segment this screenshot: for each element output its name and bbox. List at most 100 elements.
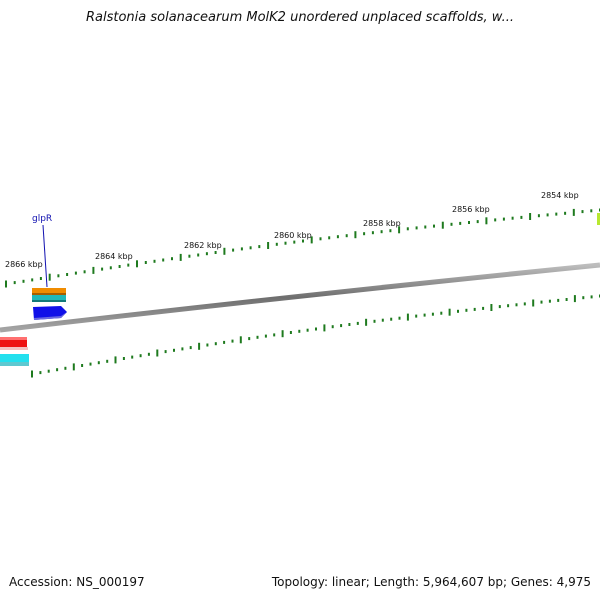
inner-major-tick	[490, 304, 493, 311]
inner-minor-tick	[56, 368, 59, 372]
inner-minor-tick	[264, 334, 267, 338]
outer-major-tick	[136, 260, 138, 268]
outer-major-tick	[179, 253, 182, 261]
outer-minor-tick	[240, 247, 243, 251]
inner-minor-tick	[306, 328, 309, 332]
outer-minor-tick	[66, 273, 69, 276]
gene-feature-red-highlight	[0, 337, 27, 340]
outer-minor-tick	[336, 235, 339, 239]
outer-minor-tick	[319, 237, 322, 241]
inner-minor-tick	[289, 331, 292, 334]
outer-major-tick	[441, 221, 444, 229]
outer-minor-tick	[537, 214, 540, 218]
outer-minor-tick	[275, 242, 278, 246]
outer-major-tick	[485, 217, 488, 225]
inner-minor-tick	[131, 355, 134, 359]
inner-major-tick	[31, 370, 33, 378]
outer-minor-tick	[363, 232, 366, 236]
gene-feature-teal[interactable]	[32, 295, 66, 302]
outer-minor-tick	[450, 222, 453, 226]
outer-major-tick	[267, 242, 270, 249]
gene-label-leader	[42, 224, 48, 288]
inner-minor-tick	[47, 369, 50, 373]
outer-minor-tick	[406, 227, 409, 231]
outer-minor-tick	[520, 215, 523, 219]
inner-tick-row	[31, 294, 600, 378]
outer-minor-tick	[197, 253, 200, 257]
inner-minor-tick	[298, 329, 301, 333]
inner-major-tick	[532, 299, 535, 307]
outer-minor-tick	[564, 211, 567, 215]
inner-major-tick	[72, 363, 75, 371]
inner-minor-tick	[173, 348, 175, 352]
inner-minor-tick	[498, 305, 501, 309]
gene-label-glpR[interactable]: glpR	[32, 214, 52, 224]
inner-minor-tick	[523, 302, 526, 306]
gene-feature-red-shade	[0, 347, 28, 350]
inner-major-tick	[156, 349, 159, 357]
outer-minor-tick	[249, 246, 252, 250]
inner-minor-tick	[147, 352, 150, 356]
tick-label-2854: 2854 kbp	[541, 191, 579, 200]
inner-minor-tick	[340, 324, 343, 328]
gene-feature-teal-shade	[32, 300, 66, 302]
outer-minor-tick	[581, 210, 584, 214]
inner-minor-tick	[81, 364, 84, 367]
gene-feature-lime[interactable]	[597, 213, 600, 225]
outer-minor-tick	[258, 245, 261, 249]
inner-minor-tick	[164, 350, 167, 354]
outer-minor-tick	[371, 231, 374, 235]
outer-minor-tick	[118, 265, 121, 268]
outer-minor-tick	[13, 281, 16, 285]
outer-minor-tick	[424, 225, 427, 229]
inner-minor-tick	[231, 339, 234, 343]
outer-minor-tick	[101, 267, 104, 271]
outer-minor-tick	[433, 224, 435, 228]
outer-minor-tick	[214, 251, 217, 254]
inner-minor-tick	[373, 319, 376, 323]
inner-minor-tick	[465, 308, 468, 312]
outer-major-tick	[223, 247, 226, 255]
outer-minor-tick	[555, 212, 558, 216]
gene-feature-red[interactable]	[0, 337, 27, 348]
gene-feature-orange[interactable]	[32, 288, 66, 295]
inner-minor-tick	[457, 309, 459, 313]
inner-minor-tick	[139, 354, 142, 358]
inner-minor-tick	[273, 333, 276, 337]
inner-minor-tick	[473, 307, 476, 311]
inner-minor-tick	[507, 304, 510, 308]
outer-minor-tick	[22, 279, 25, 283]
outer-minor-tick	[494, 218, 497, 222]
gene-feature-orange-shade	[32, 293, 66, 295]
outer-minor-tick	[302, 239, 304, 243]
outer-minor-tick	[39, 277, 42, 280]
inner-minor-tick	[64, 366, 67, 370]
inner-minor-tick	[206, 343, 209, 347]
inner-minor-tick	[89, 362, 92, 366]
outer-minor-tick	[171, 257, 173, 261]
outer-minor-tick	[57, 274, 60, 278]
inner-minor-tick	[540, 300, 543, 304]
inner-minor-tick	[223, 340, 226, 344]
outer-minor-tick	[153, 259, 156, 263]
outer-minor-tick	[144, 261, 147, 264]
inner-major-tick	[573, 295, 576, 303]
outer-minor-tick	[293, 240, 296, 244]
inner-minor-tick	[415, 314, 418, 318]
inner-major-tick	[323, 324, 326, 332]
inner-minor-tick	[248, 337, 251, 341]
outer-minor-tick	[502, 217, 505, 221]
inner-minor-tick	[515, 303, 518, 307]
outer-minor-tick	[345, 234, 348, 238]
inner-minor-tick	[122, 357, 125, 360]
outer-minor-tick	[468, 221, 470, 224]
inner-minor-tick	[482, 306, 485, 310]
inner-major-tick	[406, 313, 409, 321]
inner-minor-tick	[548, 299, 551, 303]
gene-arrow-blue-shade	[34, 312, 67, 320]
outer-major-tick	[310, 236, 313, 244]
inner-minor-tick	[214, 342, 217, 346]
outer-minor-tick	[511, 216, 514, 220]
inner-minor-tick	[348, 323, 351, 326]
